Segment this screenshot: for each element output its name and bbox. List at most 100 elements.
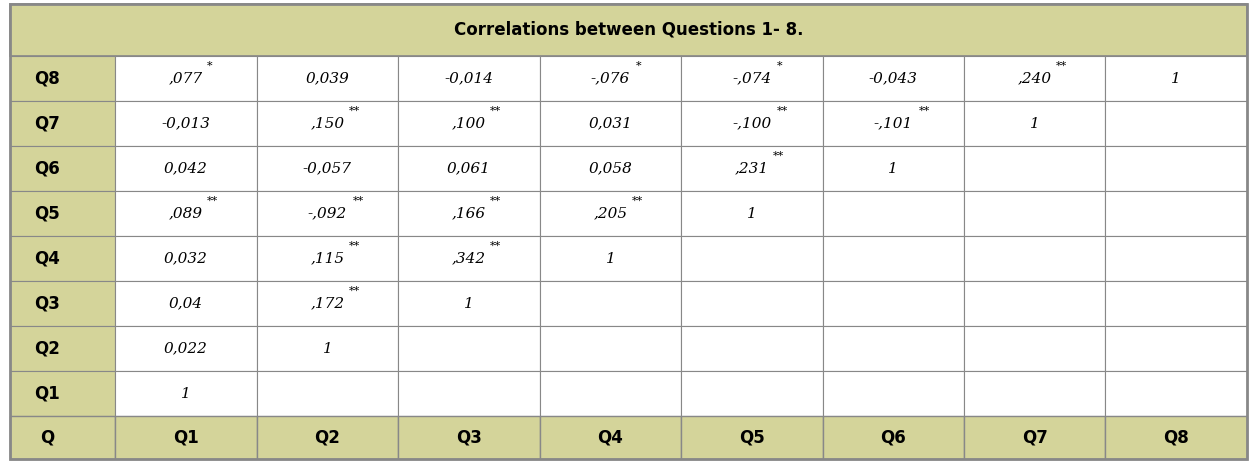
Text: Q5: Q5 [739,429,764,447]
Bar [398,56,539,101]
Bar [398,236,539,281]
Bar [116,191,256,236]
Bar [539,56,681,101]
Text: ,205: ,205 [593,206,627,220]
Text: **: ** [348,106,360,116]
Text: Q1: Q1 [34,384,60,402]
Bar [822,56,964,101]
Text: 0,039: 0,039 [305,72,349,86]
Bar [398,101,539,146]
Text: Q2: Q2 [314,429,341,447]
Bar [539,416,681,459]
Bar [10,146,116,191]
Bar [1105,371,1247,416]
Text: **: ** [207,196,219,206]
Text: -,092: -,092 [308,206,347,220]
Text: Q3: Q3 [456,429,481,447]
Text: Q3: Q3 [34,294,60,313]
Text: -0,043: -0,043 [869,72,918,86]
Bar [1105,191,1247,236]
Text: ,089: ,089 [168,206,202,220]
Text: 1: 1 [181,387,191,400]
Text: 1: 1 [464,296,474,311]
Text: *: * [207,61,212,71]
Bar [116,146,256,191]
Text: -,100: -,100 [732,117,772,131]
Text: -,101: -,101 [874,117,913,131]
Bar [681,416,822,459]
Text: 0,022: 0,022 [163,342,207,356]
Bar [681,326,822,371]
Bar [398,326,539,371]
Bar [539,281,681,326]
Bar [964,56,1105,101]
Bar [964,371,1105,416]
Text: ,240: ,240 [1018,72,1052,86]
Bar [1105,236,1247,281]
Bar [681,146,822,191]
Text: **: ** [777,106,788,116]
Text: ,166: ,166 [451,206,486,220]
Bar [822,146,964,191]
Bar [822,326,964,371]
Bar [256,101,398,146]
Text: 1: 1 [1172,72,1182,86]
Text: Q6: Q6 [880,429,906,447]
Text: ,231: ,231 [735,162,769,175]
Bar [256,146,398,191]
Bar [256,56,398,101]
Text: **: ** [1056,61,1067,71]
Bar [398,416,539,459]
Bar [822,101,964,146]
Text: 1: 1 [889,162,899,175]
Text: 0,032: 0,032 [163,251,207,266]
Bar [964,146,1105,191]
Text: 0,042: 0,042 [163,162,207,175]
Text: Q8: Q8 [1163,429,1189,447]
Text: Q2: Q2 [34,339,60,357]
Bar [256,236,398,281]
Bar [1105,146,1247,191]
Text: Q1: Q1 [173,429,199,447]
Bar [116,236,256,281]
Text: ,172: ,172 [310,296,344,311]
Bar [10,56,116,101]
Text: Q7: Q7 [1022,429,1047,447]
Bar [398,371,539,416]
Text: -0,013: -0,013 [161,117,210,131]
Bar [10,281,116,326]
Bar [681,371,822,416]
Text: **: ** [631,196,642,206]
Text: 0,061: 0,061 [447,162,490,175]
Text: Q: Q [40,429,54,447]
Text: 1: 1 [323,342,332,356]
Text: **: ** [348,241,360,251]
Bar [10,326,116,371]
Bar [964,191,1105,236]
Text: -0,014: -0,014 [445,72,493,86]
Bar [1105,281,1247,326]
Bar [539,326,681,371]
Bar [822,416,964,459]
Bar [822,371,964,416]
Bar [681,236,822,281]
Text: 1: 1 [606,251,615,266]
Bar [256,416,398,459]
Bar [681,56,822,101]
Bar [116,56,256,101]
Bar [1105,326,1247,371]
Text: Q8: Q8 [34,69,60,88]
Text: **: ** [919,106,930,116]
Bar [10,191,116,236]
Bar [256,371,398,416]
Bar [681,281,822,326]
Bar [116,416,256,459]
Text: Correlations between Questions 1- 8.: Correlations between Questions 1- 8. [454,21,803,39]
Bar [116,101,256,146]
Text: **: ** [490,241,502,251]
Text: **: ** [490,106,502,116]
Bar [681,101,822,146]
Text: -0,057: -0,057 [303,162,352,175]
Text: ,100: ,100 [451,117,486,131]
Bar [964,236,1105,281]
